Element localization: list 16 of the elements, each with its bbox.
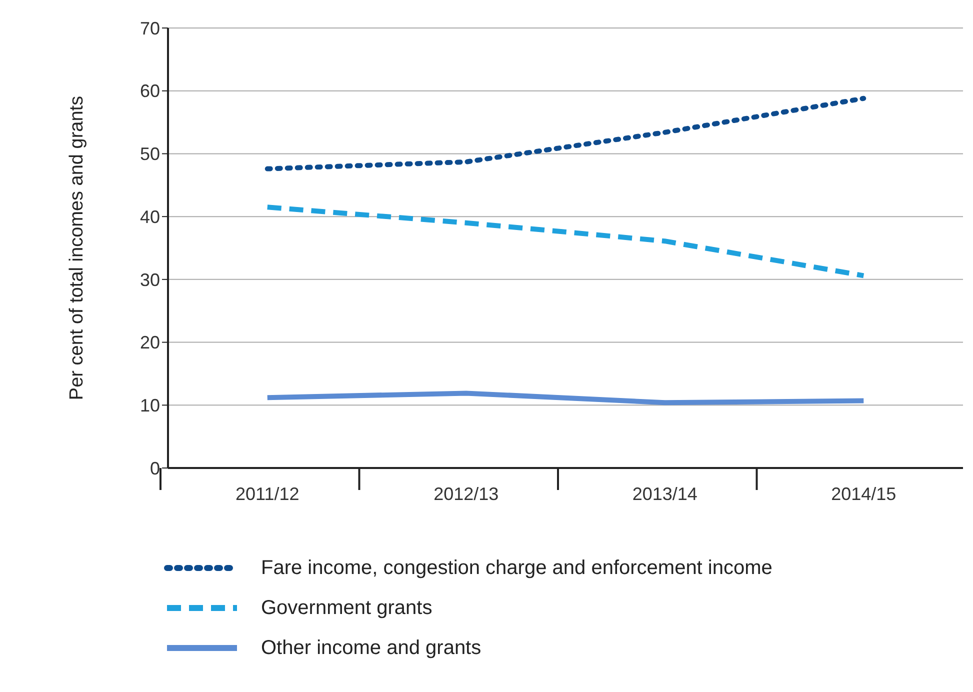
y-tick-label: 50	[140, 144, 160, 164]
y-tick-label: 70	[140, 18, 160, 38]
y-tick-label: 30	[140, 270, 160, 290]
y-axis-title: Per cent of total incomes and grants	[66, 96, 88, 400]
x-tick-label: 2011/12	[236, 484, 300, 504]
x-tick-label: 2014/15	[831, 484, 896, 504]
y-tick-label: 10	[140, 396, 160, 416]
x-tick-label: 2013/14	[632, 484, 698, 504]
legend-label: Other income and grants	[261, 636, 482, 660]
x-tick-label: 2012/13	[434, 484, 499, 504]
y-tick-label: 40	[140, 206, 160, 227]
legend-label: Government grants	[261, 596, 432, 620]
y-tick-label: 60	[140, 81, 160, 102]
y-tick-label: 20	[140, 332, 160, 353]
y-tick-label: 0	[150, 458, 160, 478]
legend-label: Fare income, congestion charge and enforcement income	[261, 556, 772, 580]
